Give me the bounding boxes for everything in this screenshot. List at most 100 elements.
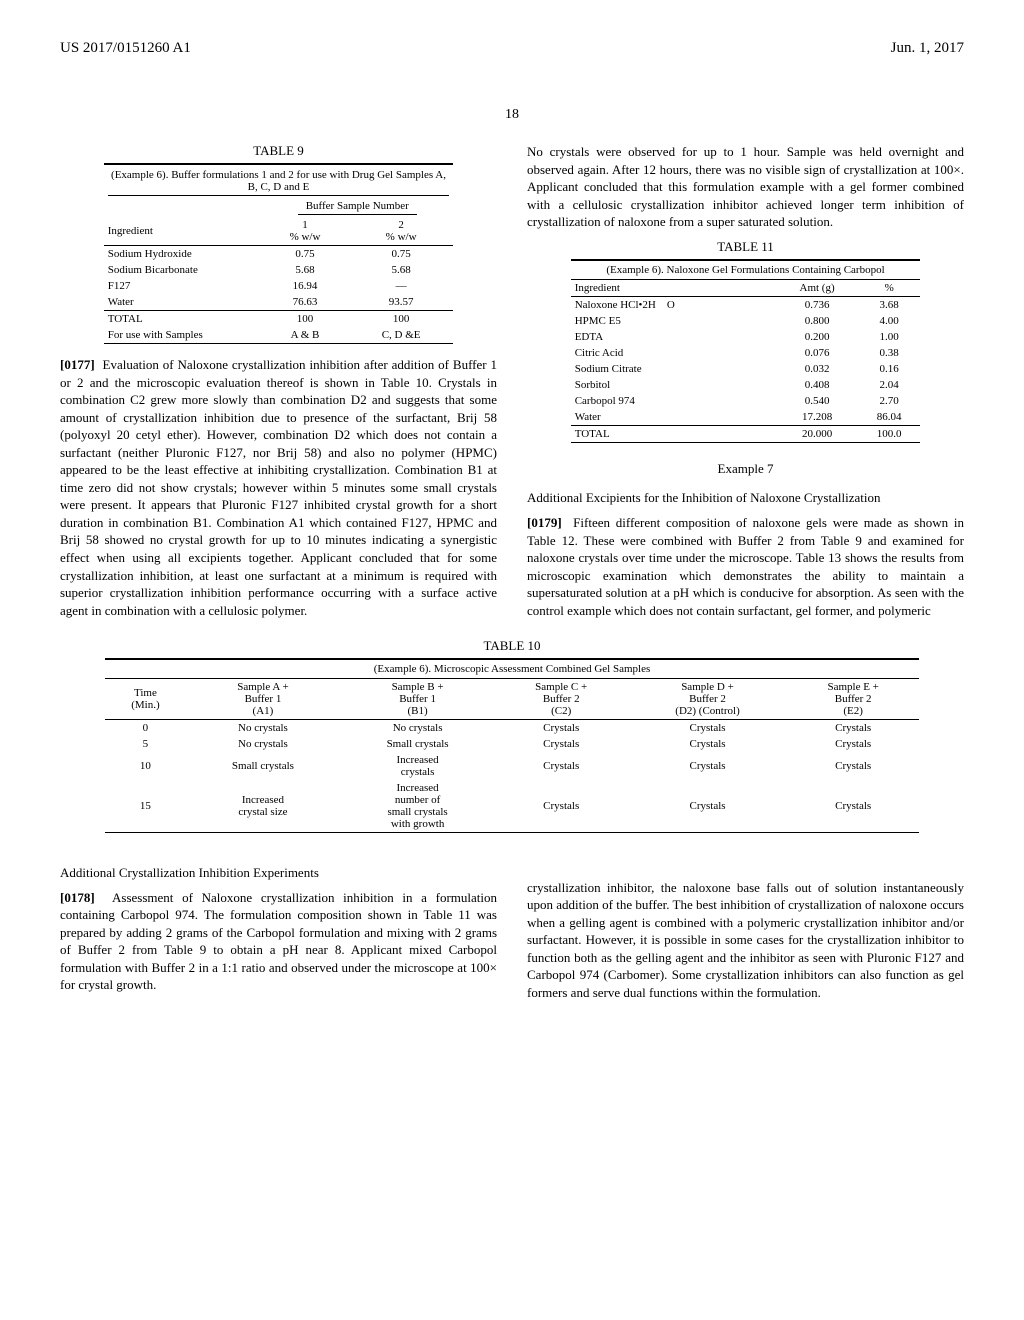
table-cell: Crystals — [628, 780, 788, 833]
table10-caption: (Example 6). Microscopic Assessment Comb… — [105, 659, 919, 679]
upper-columns: TABLE 9 (Example 6). Buffer formulations… — [60, 135, 964, 628]
table-cell: No crystals — [340, 719, 495, 736]
table-cell: 2.04 — [858, 377, 920, 393]
table-cell: 86.04 — [858, 409, 920, 426]
table-cell: HPMC E5 — [571, 313, 776, 329]
table-cell: Crystals — [628, 752, 788, 780]
table-cell: Increased crystal size — [186, 780, 341, 833]
table-cell: 0.408 — [776, 377, 858, 393]
table10-col-A: Sample A + Buffer 1 (A1) — [186, 678, 341, 719]
table-cell: 0.800 — [776, 313, 858, 329]
table-cell: 0.032 — [776, 361, 858, 377]
table-cell: 5 — [105, 736, 185, 752]
table9-col2: 2 % w/w — [349, 217, 453, 246]
publication-date: Jun. 1, 2017 — [891, 40, 964, 57]
right-column: No crystals were observed for up to 1 ho… — [527, 135, 964, 628]
table-cell: 0 — [105, 719, 185, 736]
table-cell: Sodium Hydroxide — [104, 246, 261, 263]
table10-label: TABLE 10 — [60, 638, 964, 654]
table-cell: 76.63 — [261, 294, 349, 311]
table-cell: Citric Acid — [571, 345, 776, 361]
table-cell: — — [349, 278, 453, 294]
table-cell: Increased crystals — [340, 752, 495, 780]
table-cell: Crystals — [495, 780, 628, 833]
right-tail-para: crystallization inhibitor, the naloxone … — [527, 879, 964, 1002]
additional-experiments-heading: Additional Crystallization Inhibition Ex… — [60, 865, 497, 881]
table11-col-pct: % — [858, 279, 920, 296]
table10-col-B: Sample B + Buffer 1 (B1) — [340, 678, 495, 719]
table-cell: No crystals — [186, 736, 341, 752]
lower-right-column: crystallization inhibitor, the naloxone … — [527, 851, 964, 1010]
table10-col-time: Time (Min.) — [105, 678, 185, 719]
table9-label: TABLE 9 — [60, 143, 497, 159]
table-cell: 15 — [105, 780, 185, 833]
table9-caption: (Example 6). Buffer formulations 1 and 2… — [108, 169, 450, 196]
table-cell: No crystals — [186, 719, 341, 736]
table11-col-amt: Amt (g) — [776, 279, 858, 296]
table-cell: 3.68 — [858, 296, 920, 313]
table-cell: 0.076 — [776, 345, 858, 361]
table-cell: 100 — [349, 311, 453, 328]
table-cell: 0.736 — [776, 296, 858, 313]
table-cell: EDTA — [571, 329, 776, 345]
table-cell: A & B — [261, 327, 349, 344]
table-cell: 5.68 — [349, 262, 453, 278]
table9: (Example 6). Buffer formulations 1 and 2… — [104, 163, 454, 344]
table11-label: TABLE 11 — [527, 239, 964, 255]
table-cell: 16.94 — [261, 278, 349, 294]
table-cell: 93.57 — [349, 294, 453, 311]
page-header: US 2017/0151260 A1 Jun. 1, 2017 — [60, 40, 964, 57]
table-cell: Crystals — [788, 780, 919, 833]
table-cell: 100 — [261, 311, 349, 328]
publication-number: US 2017/0151260 A1 — [60, 40, 191, 57]
table-cell: TOTAL — [571, 425, 776, 442]
table-cell: 0.540 — [776, 393, 858, 409]
table-cell: Carbopol 974 — [571, 393, 776, 409]
table-cell: 10 — [105, 752, 185, 780]
table-cell: 0.38 — [858, 345, 920, 361]
table-cell: 100.0 — [858, 425, 920, 442]
table9-col-ingredient: Ingredient — [104, 217, 261, 246]
table10: (Example 6). Microscopic Assessment Comb… — [105, 658, 919, 833]
para-number: [0177] — [60, 357, 95, 372]
table-cell: Naloxone HCl•2H O — [571, 296, 776, 313]
table-cell: 0.75 — [261, 246, 349, 263]
table10-container: TABLE 10 (Example 6). Microscopic Assess… — [60, 638, 964, 833]
table-cell: Small crystals — [340, 736, 495, 752]
paragraph-0177: [0177] Evaluation of Naloxone crystalliz… — [60, 356, 497, 619]
table-cell: Crystals — [788, 719, 919, 736]
table11: (Example 6). Naloxone Gel Formulations C… — [571, 259, 921, 443]
table-cell: 0.16 — [858, 361, 920, 377]
para-number: [0178] — [60, 890, 95, 905]
table-cell: 0.200 — [776, 329, 858, 345]
para-text: Assessment of Naloxone crystallization i… — [60, 890, 497, 993]
table9-col1: 1 % w/w — [261, 217, 349, 246]
example7-heading: Example 7 — [527, 461, 964, 477]
table-cell: Crystals — [628, 736, 788, 752]
paragraph-0178: [0178] Assessment of Naloxone crystalliz… — [60, 889, 497, 994]
table-cell: 17.208 — [776, 409, 858, 426]
para-text: Fifteen different composition of naloxon… — [527, 515, 964, 618]
table-cell: Crystals — [495, 719, 628, 736]
table11-col-ingredient: Ingredient — [571, 279, 776, 296]
right-intro-para: No crystals were observed for up to 1 ho… — [527, 143, 964, 231]
table-cell: TOTAL — [104, 311, 261, 328]
left-column: TABLE 9 (Example 6). Buffer formulations… — [60, 135, 497, 628]
lower-columns: Additional Crystallization Inhibition Ex… — [60, 851, 964, 1010]
table-cell: 0.75 — [349, 246, 453, 263]
table-cell: 2.70 — [858, 393, 920, 409]
table-cell: Water — [104, 294, 261, 311]
table-cell: Crystals — [788, 752, 919, 780]
table9-group-header: Buffer Sample Number — [298, 200, 417, 215]
table-cell: Crystals — [628, 719, 788, 736]
table-cell: Crystals — [495, 736, 628, 752]
table11-caption: (Example 6). Naloxone Gel Formulations C… — [571, 260, 921, 280]
lower-left-column: Additional Crystallization Inhibition Ex… — [60, 851, 497, 1010]
table-cell: Sorbitol — [571, 377, 776, 393]
table-cell: 1.00 — [858, 329, 920, 345]
table-cell: F127 — [104, 278, 261, 294]
table-cell: C, D &E — [349, 327, 453, 344]
table-cell: 5.68 — [261, 262, 349, 278]
table10-col-E: Sample E + Buffer 2 (E2) — [788, 678, 919, 719]
table-cell: Water — [571, 409, 776, 426]
